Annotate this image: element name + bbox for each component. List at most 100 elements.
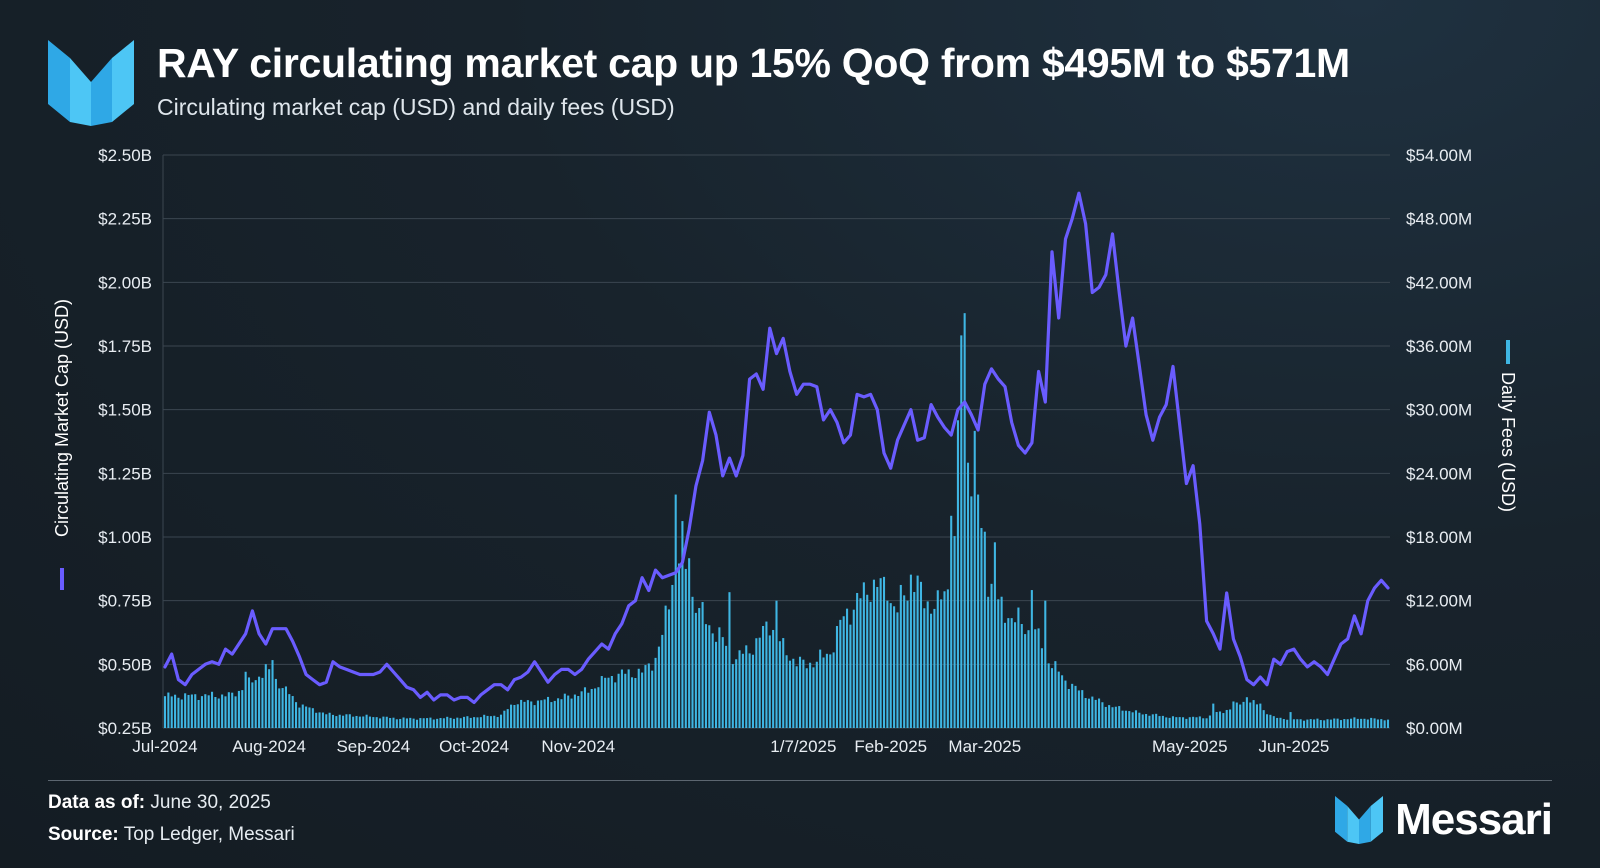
fee-bar (294, 702, 298, 728)
fee-bar (630, 677, 634, 728)
fee-bar (701, 602, 704, 728)
fee-bar (688, 558, 691, 728)
fee-bar (882, 576, 886, 728)
fee-bar (167, 692, 170, 728)
fee-bar (1017, 607, 1020, 728)
fee-bar (499, 714, 503, 728)
fee-bar (1003, 622, 1007, 728)
fee-bar (1212, 703, 1215, 728)
fee-bar (231, 692, 234, 728)
fee-bar (1380, 719, 1383, 728)
fee-bar (506, 709, 509, 728)
fee-bar (842, 616, 845, 728)
fee-bar (355, 715, 358, 728)
fee-bar (896, 612, 899, 728)
y-right-tick-label: $36.00M (1406, 337, 1472, 356)
fee-bar (348, 714, 351, 728)
fee-bar (1316, 718, 1319, 728)
fee-bar (1350, 718, 1353, 728)
y-right-tick-label: $0.00M (1406, 719, 1463, 738)
fee-bar (338, 714, 341, 728)
fee-bar (725, 645, 728, 728)
chart-subtitle: Circulating market cap (USD) and daily f… (157, 94, 675, 120)
fee-bar (476, 717, 479, 728)
fee-bar (997, 599, 1000, 728)
fee-bar (943, 591, 946, 728)
fee-bar (708, 625, 711, 728)
fee-bar (1094, 699, 1097, 728)
fee-bar (536, 700, 539, 728)
fee-bar (1195, 717, 1198, 728)
fee-bar (1259, 703, 1262, 728)
fee-bar (990, 583, 993, 728)
y-left-tick-label: $1.25B (98, 464, 152, 483)
fee-bar (768, 635, 771, 728)
fee-bar (775, 600, 778, 728)
fee-bar (714, 641, 718, 728)
fee-bar (785, 655, 788, 728)
fee-bar (580, 691, 583, 728)
fee-bar (1218, 711, 1222, 728)
fee-bar (987, 596, 990, 728)
y-right-tick-label: $30.00M (1406, 401, 1472, 420)
fee-bar (765, 621, 768, 728)
fee-bar (1067, 688, 1070, 728)
fee-bar (815, 661, 818, 728)
fee-bar (180, 699, 183, 728)
fee-bar (1024, 634, 1027, 728)
fee-bar (1050, 668, 1054, 728)
fee-bar (207, 695, 210, 728)
fee-bar (772, 629, 775, 728)
fee-bar (678, 563, 681, 728)
fee-bar (1323, 720, 1326, 728)
fee-bar (184, 693, 187, 728)
fee-bar (244, 671, 247, 728)
fee-bar (755, 638, 758, 728)
fee-bar (1353, 717, 1356, 728)
x-tick-label: Mar-2025 (948, 737, 1021, 756)
fee-bar (738, 650, 741, 728)
x-tick-label: Sep-2024 (336, 737, 410, 756)
fee-bar (389, 718, 392, 728)
fee-bar (405, 718, 408, 728)
fee-bar (1302, 720, 1306, 728)
fee-bar (513, 704, 516, 728)
fee-bar (204, 694, 207, 728)
y-right-tick-label: $24.00M (1406, 464, 1472, 483)
fee-bar (617, 673, 620, 728)
fee-bar (1373, 718, 1376, 728)
fee-bar (849, 624, 852, 728)
fee-bar (281, 688, 284, 728)
fee-bar (933, 608, 936, 728)
fee-bar (1074, 685, 1077, 728)
fee-bar (1040, 648, 1043, 728)
fee-bar (1370, 717, 1373, 728)
fee-bar (751, 654, 755, 728)
y-right-tick-label: $12.00M (1406, 592, 1472, 611)
fee-bar (462, 716, 466, 728)
fee-bar (1346, 719, 1349, 728)
fee-bar (1138, 712, 1141, 728)
fee-bar (614, 682, 617, 728)
fee-bar (325, 714, 328, 728)
fee-bar (412, 718, 415, 728)
fee-bar (1222, 713, 1225, 728)
fee-bar (899, 584, 902, 728)
fee-bar (358, 716, 361, 728)
fee-bar (721, 637, 724, 728)
fee-bar (792, 658, 795, 728)
x-tick-label: Feb-2025 (854, 737, 927, 756)
y-right-axis-title: Daily Fees (USD) (1498, 372, 1518, 512)
fee-bar (1087, 698, 1091, 728)
fee-bar (214, 697, 217, 728)
fee-bar (177, 697, 180, 728)
fee-bar (822, 657, 825, 728)
fee-bar (956, 420, 959, 728)
fee-bar (624, 673, 627, 728)
fee-bar (1299, 719, 1302, 728)
fee-bar (375, 717, 378, 728)
messari-logo-icon (48, 40, 134, 126)
fee-bar (442, 718, 445, 728)
fee-bar (718, 627, 721, 728)
fee-bar (1091, 696, 1094, 728)
